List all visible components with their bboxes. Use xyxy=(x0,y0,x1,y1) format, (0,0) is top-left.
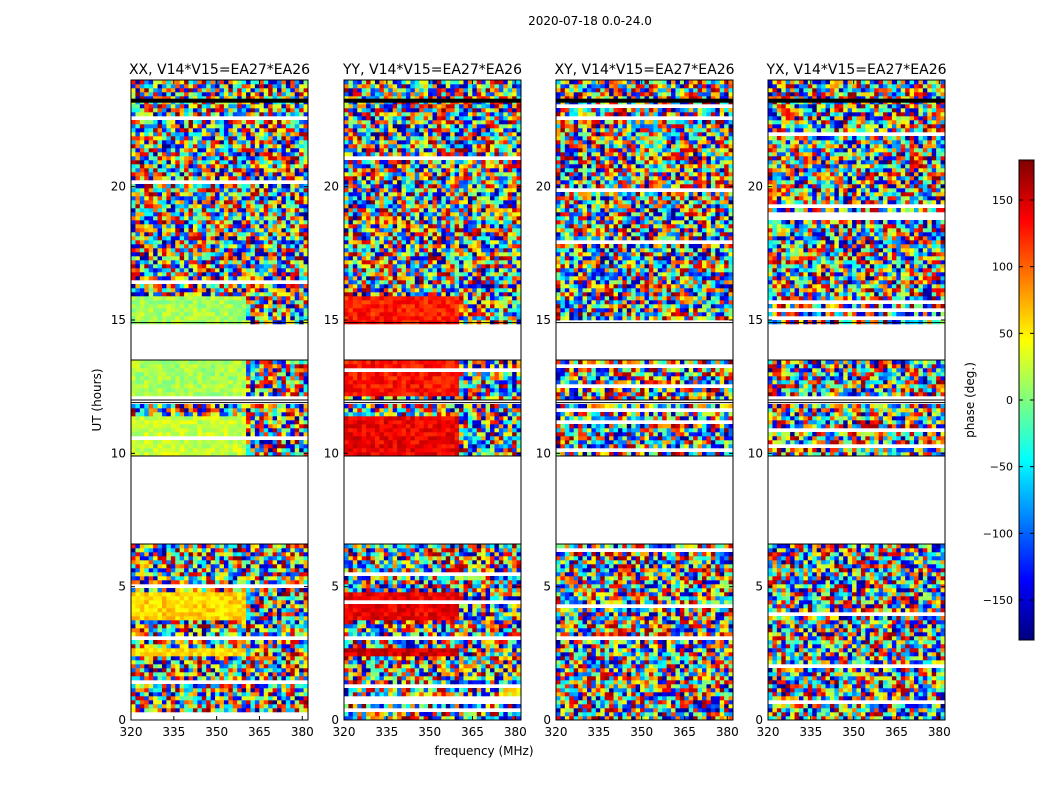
panel-title: YY, V14*V15=EA27*EA26 xyxy=(342,62,522,78)
plot-frame xyxy=(343,79,522,721)
x-tick-label: 380 xyxy=(291,725,314,739)
y-tick-label: 20 xyxy=(324,180,339,194)
y-tick-label: 10 xyxy=(536,446,551,460)
y-tick-label: 0 xyxy=(118,713,126,727)
y-tick-label: 10 xyxy=(748,446,763,460)
colorbar-tick-label: 100 xyxy=(992,261,1013,274)
x-tick-label: 365 xyxy=(673,725,696,739)
plot-frame xyxy=(130,79,309,721)
y-tick-label: 5 xyxy=(118,580,126,594)
x-tick-label: 335 xyxy=(375,725,398,739)
colorbar-label: phase (deg.) xyxy=(963,362,977,438)
x-tick-label: 350 xyxy=(418,725,441,739)
heatmap-panel-3: YX, V14*V15=EA27*EA26 320 335 350 365 380 0 5 10… xyxy=(748,62,951,739)
heatmap-image xyxy=(556,80,733,720)
x-tick-label: 380 xyxy=(928,725,951,739)
heatmap-image xyxy=(344,80,521,720)
heatmap-panel-0: XX, V14*V15=EA27*EA26 320 335 350 365 380 0 5 10… xyxy=(90,62,314,739)
x-tick-label: 320 xyxy=(333,725,356,739)
y-tick-label: 5 xyxy=(755,580,763,594)
x-tick-label: 365 xyxy=(885,725,908,739)
x-tick-label: 335 xyxy=(162,725,185,739)
y-tick-label: 0 xyxy=(331,713,339,727)
plot-frame xyxy=(555,79,734,721)
x-tick-label: 320 xyxy=(120,725,143,739)
x-axis-label: frequency (MHz) xyxy=(434,744,533,758)
plot-frame xyxy=(767,79,946,721)
figure-title: 2020-07-18 0.0-24.0 xyxy=(528,14,652,28)
colorbar-tick-label: −150 xyxy=(983,594,1013,607)
panel-title: XY, V14*V15=EA27*EA26 xyxy=(554,62,734,78)
y-tick-label: 15 xyxy=(111,313,126,327)
y-axis-label: UT (hours) xyxy=(90,368,104,431)
y-tick-label: 15 xyxy=(536,313,551,327)
y-tick-label: 15 xyxy=(748,313,763,327)
y-tick-label: 10 xyxy=(111,446,126,460)
y-tick-label: 20 xyxy=(111,180,126,194)
x-tick-label: 320 xyxy=(545,725,568,739)
panel-title: YX, V14*V15=EA27*EA26 xyxy=(765,62,946,78)
colorbar: −150 −100 −50 0 50 100 150 phase (deg.) xyxy=(963,159,1035,641)
y-tick-label: 0 xyxy=(755,713,763,727)
panel-title: XX, V14*V15=EA27*EA26 xyxy=(129,62,310,78)
x-tick-label: 320 xyxy=(757,725,780,739)
x-tick-label: 365 xyxy=(248,725,271,739)
y-tick-label: 20 xyxy=(536,180,551,194)
y-tick-label: 5 xyxy=(331,580,339,594)
x-tick-label: 335 xyxy=(587,725,610,739)
x-tick-label: 380 xyxy=(716,725,739,739)
colorbar-tick-label: 150 xyxy=(992,194,1013,207)
x-tick-label: 350 xyxy=(205,725,228,739)
colorbar-tick-label: −50 xyxy=(990,461,1013,474)
heatmap-image xyxy=(131,80,308,713)
y-tick-label: 20 xyxy=(748,180,763,194)
y-tick-label: 15 xyxy=(324,313,339,327)
heatmap-panel-1: YY, V14*V15=EA27*EA26 320 335 350 365 380 0 5 10… xyxy=(324,62,534,758)
colorbar-tick-label: −100 xyxy=(983,527,1013,540)
colorbar-tick-label: 50 xyxy=(999,327,1013,340)
x-tick-label: 380 xyxy=(504,725,527,739)
x-tick-label: 335 xyxy=(799,725,822,739)
y-tick-label: 0 xyxy=(543,713,551,727)
y-tick-label: 10 xyxy=(324,446,339,460)
x-tick-label: 350 xyxy=(842,725,865,739)
colorbar-tick-label: 0 xyxy=(1006,394,1013,407)
x-tick-label: 350 xyxy=(630,725,653,739)
y-tick-label: 5 xyxy=(543,580,551,594)
heatmap-image xyxy=(768,80,945,720)
heatmap-panel-2: XY, V14*V15=EA27*EA26 320 335 350 365 380 0 5 10… xyxy=(536,62,739,739)
x-tick-label: 365 xyxy=(461,725,484,739)
